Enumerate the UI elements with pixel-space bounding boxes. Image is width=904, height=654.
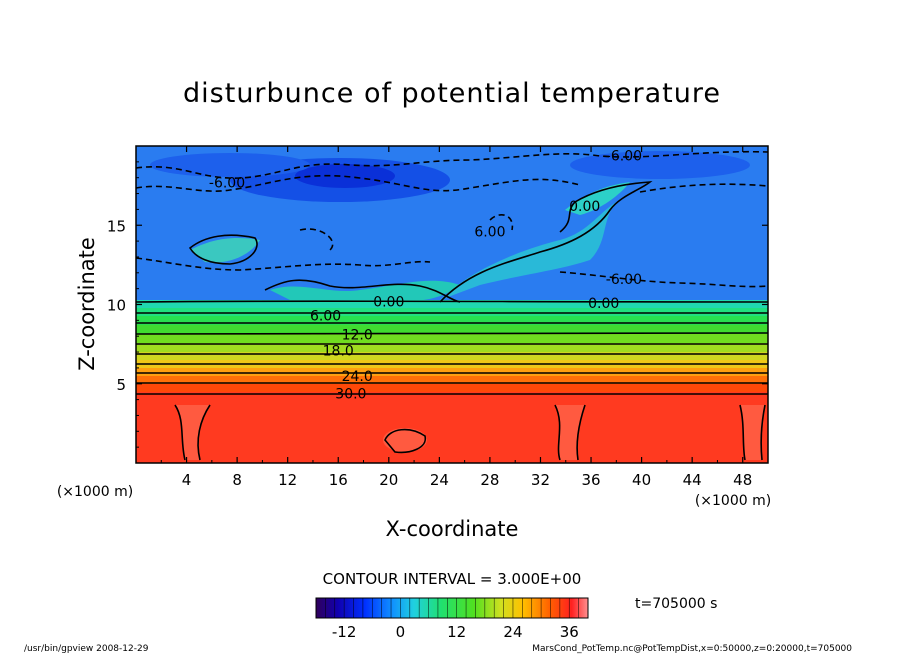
x-tick-label: 40 bbox=[632, 471, 651, 489]
warm-tongue-2 bbox=[565, 182, 630, 215]
transition-band bbox=[270, 280, 460, 301]
x-tick-label: 12 bbox=[278, 471, 297, 489]
contour-label: 24.0 bbox=[342, 369, 373, 385]
x-axis: 4 8 12 16 20 24 28 32 36 40 44 48 bbox=[160, 146, 752, 489]
footer-left: /usr/bin/gpview 2008-12-29 bbox=[24, 644, 149, 654]
x-tick-label: 20 bbox=[379, 471, 398, 489]
warm-tongue-1 bbox=[440, 200, 620, 300]
y-axis: 5 10 15 bbox=[107, 161, 768, 448]
x-tick-label: 24 bbox=[430, 471, 449, 489]
contour-interval-label: CONTOUR INTERVAL = 3.000E+00 bbox=[323, 570, 582, 588]
contour-label: -6.00 bbox=[606, 149, 642, 165]
cold-core-3 bbox=[150, 153, 310, 177]
contour-labels: -6.00-6.000.006.00-6.000.00 0.006.0012.01… bbox=[209, 149, 642, 403]
colorbar-tick-label: 0 bbox=[396, 623, 406, 641]
cold-core-4 bbox=[570, 151, 750, 179]
x-tick-label: 44 bbox=[683, 471, 702, 489]
contour-label: 12.0 bbox=[342, 328, 373, 344]
x-unit-left: (×1000 m) bbox=[57, 484, 133, 500]
colorbar-tick-label: -12 bbox=[332, 623, 357, 641]
y-tick-label: 10 bbox=[107, 297, 126, 315]
contour-label: 0.00 bbox=[588, 296, 619, 312]
y-tick-label: 15 bbox=[107, 217, 126, 235]
colorbar-ticks: -12 0 12 24 36 bbox=[332, 623, 579, 641]
colorbar-tick-label: 36 bbox=[560, 623, 579, 641]
warm-patch-left bbox=[190, 238, 260, 263]
x-tick-label: 28 bbox=[480, 471, 499, 489]
x-unit-right: (×1000 m) bbox=[695, 493, 771, 509]
x-tick-label: 32 bbox=[531, 471, 550, 489]
colorbar-divisions bbox=[325, 598, 579, 618]
plot-area: -6.00-6.000.006.00-6.000.00 0.006.0012.01… bbox=[136, 146, 768, 463]
contour-label: 0.00 bbox=[569, 199, 600, 215]
time-label: t=705000 s bbox=[635, 596, 717, 612]
contour-label: 0.00 bbox=[373, 294, 404, 310]
contour-label: -6.00 bbox=[209, 175, 245, 191]
colorbar-tick-label: 24 bbox=[503, 623, 522, 641]
negative-contours bbox=[136, 150, 768, 288]
x-tick-label: 8 bbox=[232, 471, 242, 489]
footer-right: MarsCond_PotTemp.nc@PotTempDist,x=0:5000… bbox=[532, 644, 852, 654]
x-tick-label: 16 bbox=[329, 471, 348, 489]
colorbar-tick-label: 12 bbox=[447, 623, 466, 641]
y-axis-label: Z-coordinate bbox=[75, 237, 99, 371]
x-tick-label: 36 bbox=[581, 471, 600, 489]
contour-label: -6.00 bbox=[606, 272, 642, 288]
contour-label: 6.00 bbox=[310, 309, 341, 325]
lower-field bbox=[136, 392, 768, 463]
contour-label: 6.00 bbox=[474, 225, 505, 241]
x-tick-label: 4 bbox=[182, 471, 192, 489]
y-tick-label: 5 bbox=[116, 376, 126, 394]
contour-label: 30.0 bbox=[335, 386, 366, 402]
contour-label: 18.0 bbox=[323, 343, 354, 359]
x-tick-label: 48 bbox=[733, 471, 752, 489]
x-axis-label: X-coordinate bbox=[386, 517, 519, 541]
colorbar bbox=[315, 597, 589, 619]
chart-title: disturbunce of potential temperature bbox=[183, 78, 721, 109]
positive-contours bbox=[136, 181, 768, 461]
